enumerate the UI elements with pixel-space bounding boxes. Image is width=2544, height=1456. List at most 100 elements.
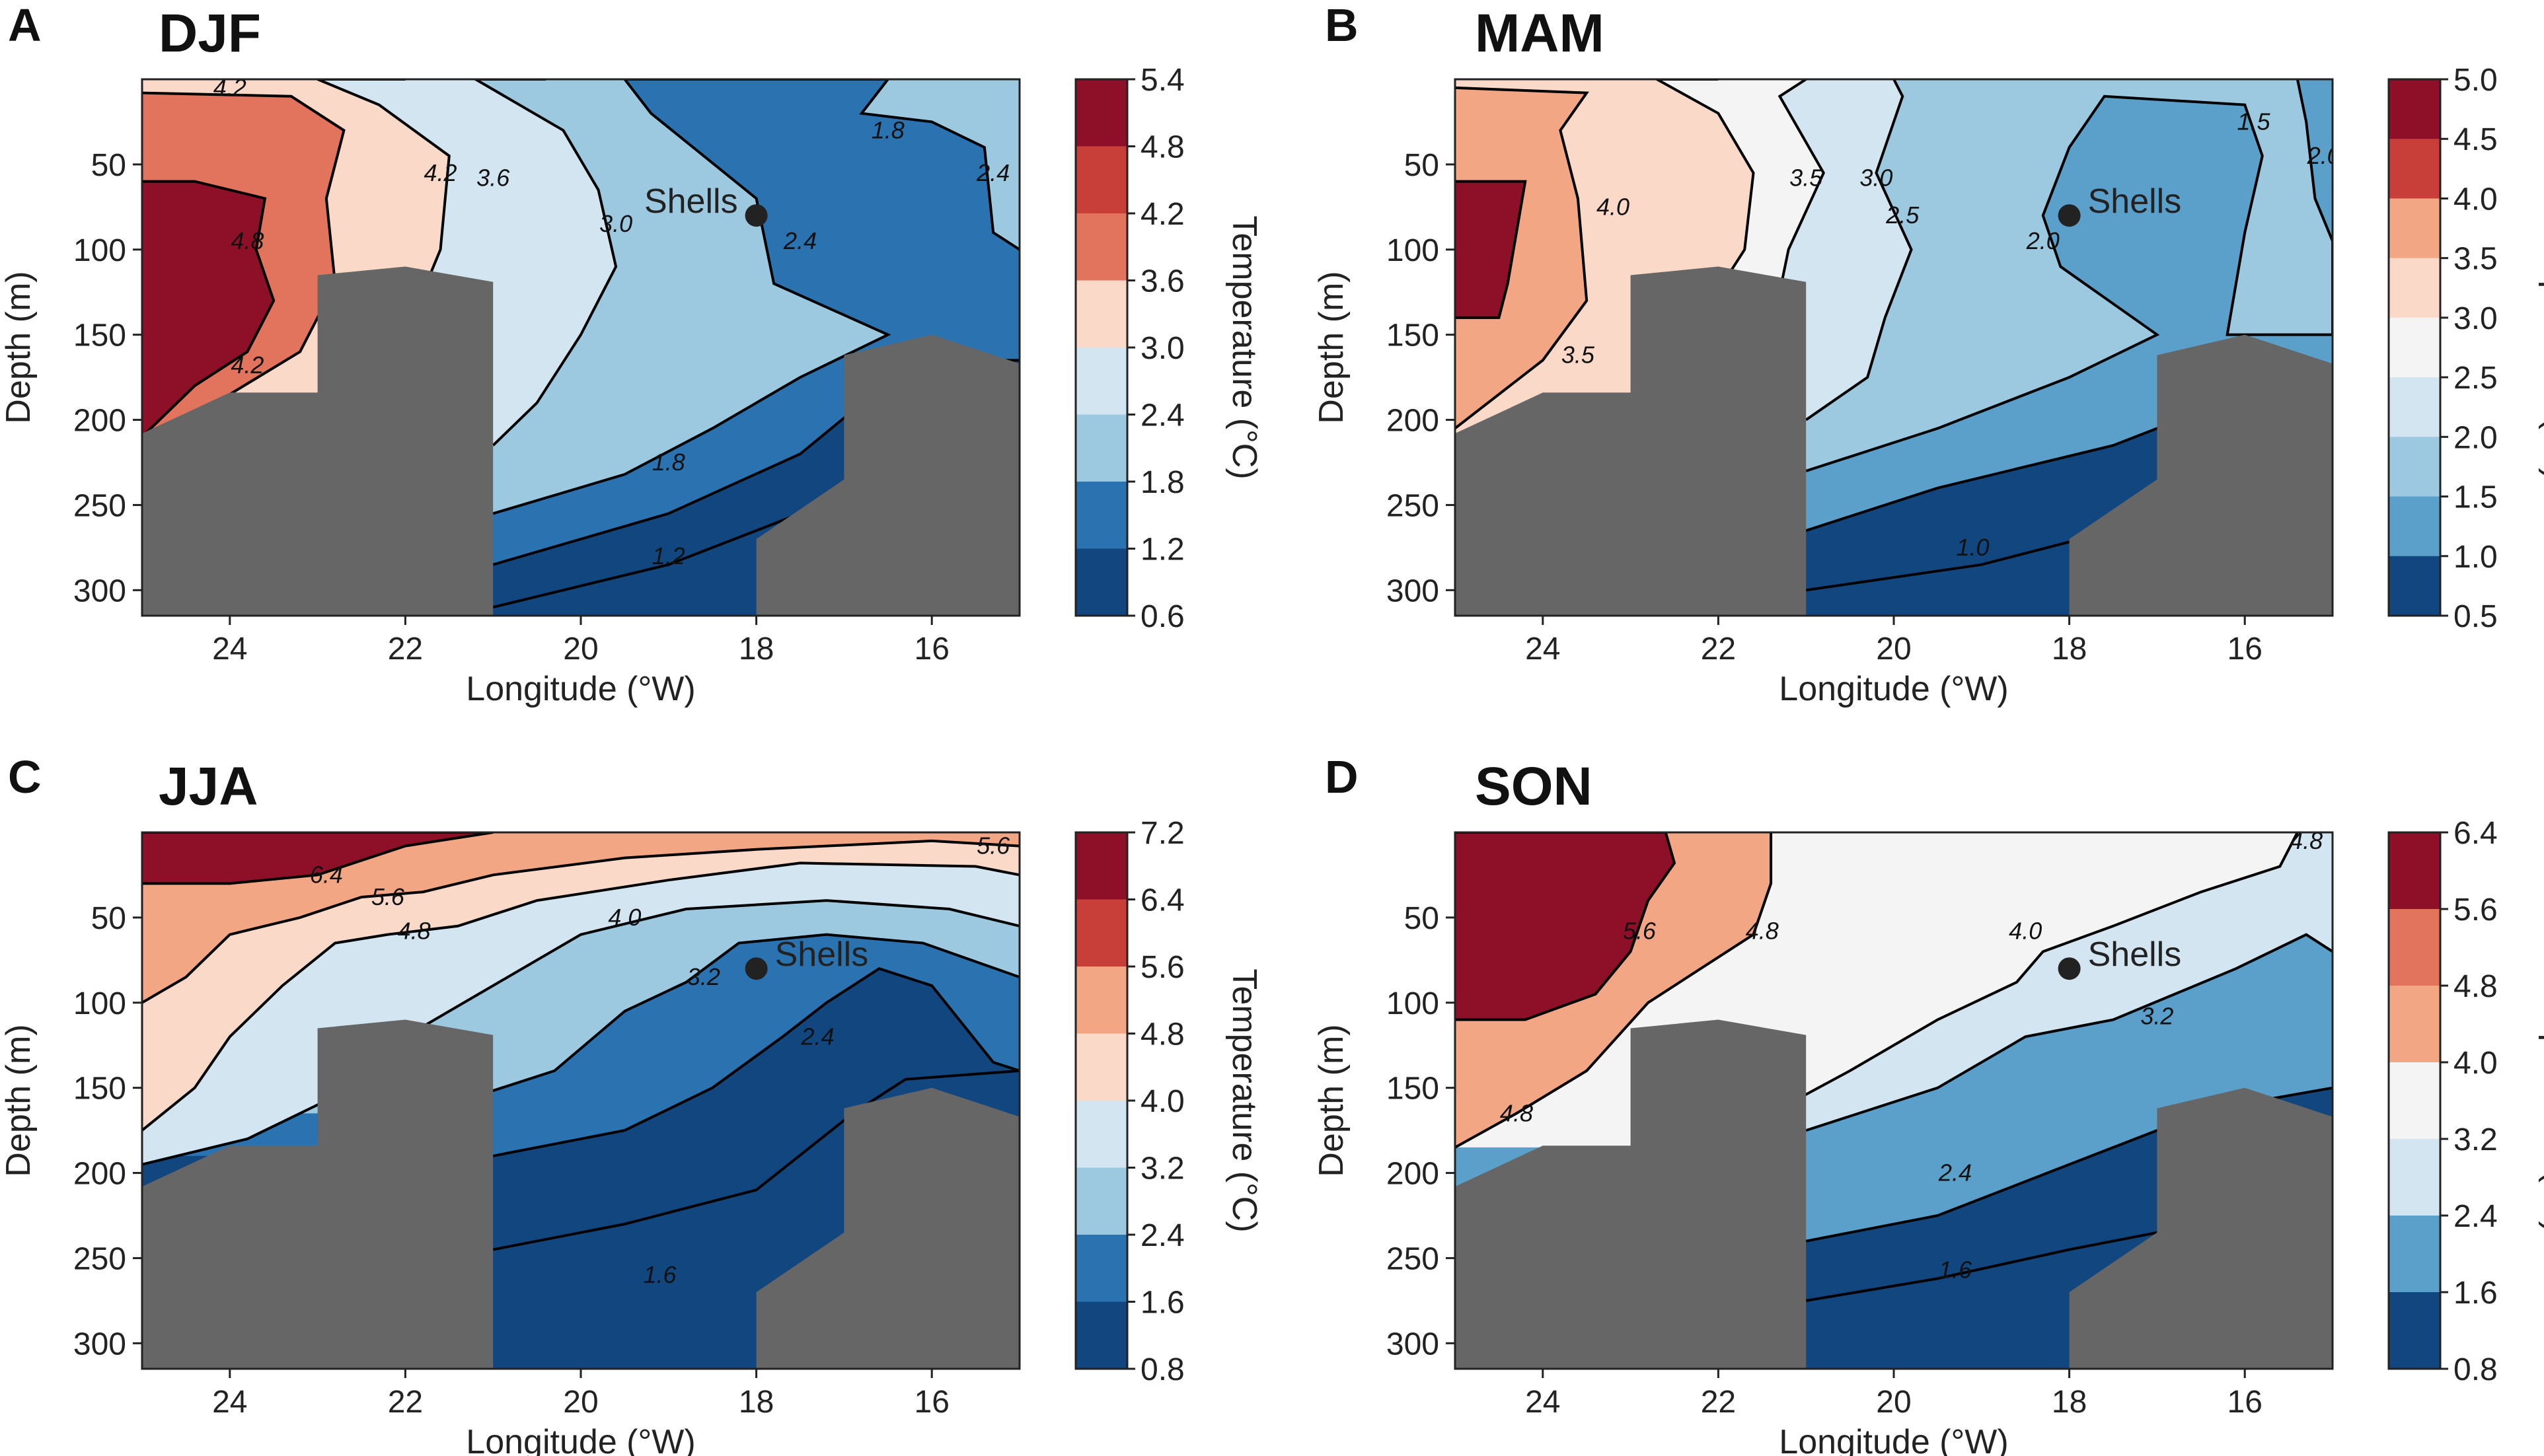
panel-letter: C: [8, 751, 42, 803]
colorbar-segment: [2389, 377, 2440, 437]
x-tick-label: 18: [2052, 632, 2087, 667]
x-axis-label: Longitude (°W): [466, 670, 695, 708]
colorbar-tick-label: 1.5: [2453, 480, 2498, 515]
y-tick-label: 50: [91, 148, 126, 183]
y-tick-label: 150: [1386, 318, 1439, 353]
bathymetry: [142, 1019, 1020, 1369]
colorbar-segment: [2389, 1292, 2440, 1369]
contour-field: 4.2 4.8 4.2 4.2 3.6 3.0 2.4 1.8 2.4 1.8 1.2: [142, 74, 1020, 616]
colorbar-label: Temperature (°C): [2538, 215, 2544, 479]
colorbar-tick-label: 0.8: [2453, 1352, 2498, 1387]
contour-line: [142, 91, 346, 439]
y-tick-label: 250: [1386, 1241, 1439, 1276]
y-tick-label: 200: [73, 1157, 126, 1192]
shells-label: Shells: [775, 935, 869, 974]
contour-label: 3.2: [687, 963, 720, 990]
contour-label: 5.6: [1623, 918, 1657, 945]
contour-label: 3.0: [599, 210, 632, 237]
y-tick-label: 100: [73, 986, 126, 1021]
contour-label: 4.8: [231, 227, 264, 254]
contour-label: 4.2: [213, 74, 246, 101]
colorbar-segment: [1076, 414, 1127, 482]
contour-line: [142, 861, 1020, 1132]
panel-letter: B: [1325, 0, 1359, 51]
shells-label: Shells: [2088, 182, 2182, 221]
colorbar-segment: [1076, 1101, 1127, 1168]
contour-band: [142, 832, 1020, 1131]
colorbar-segment: [1076, 347, 1127, 415]
colorbar-tick-label: 0.5: [2453, 599, 2498, 634]
colorbar-segment: [1076, 1235, 1127, 1302]
y-tick-label: 50: [1404, 901, 1439, 936]
contour-label: 4.8: [398, 918, 431, 945]
contour-line: [1709, 832, 2299, 1149]
y-tick-label: 200: [73, 404, 126, 439]
colorbar-segment: [2389, 986, 2440, 1063]
colorbar-segment: [1076, 482, 1127, 549]
colorbar-segment: [2389, 832, 2440, 910]
colorbar-segment: [1076, 1167, 1127, 1235]
bathymetry: [1455, 1019, 2333, 1369]
x-tick-label: 18: [739, 632, 774, 667]
x-tick-label: 20: [1876, 632, 1911, 667]
contour-label: 1.6: [643, 1261, 677, 1288]
y-tick-label: 200: [1386, 1157, 1439, 1192]
contour-line: [1805, 79, 2333, 472]
contour-label: 4.0: [2009, 918, 2042, 945]
contour-field: 5.6 4.8 4.0 4.8 3.2 4.8 2.4 1.6: [1455, 832, 2333, 1369]
contour-label: 4.0: [1596, 193, 1629, 220]
contour-label: 1.8: [652, 449, 685, 476]
y-tick-label: 300: [1386, 573, 1439, 608]
colorbar-tick-label: 4.5: [2453, 122, 2498, 157]
contour-label: 2.4: [976, 159, 1010, 186]
contour-label: 2.4: [783, 227, 817, 254]
colorbar-frame: [2387, 78, 2442, 617]
contour-label: 2.4: [801, 1023, 835, 1050]
contour-band: [1455, 79, 1587, 429]
colorbar: 0.6 1.2 1.8 2.4 3.0 3.6 4.2 4.8 5.4 Temperature (…: [1074, 63, 1263, 634]
colorbar-segment: [1076, 899, 1127, 967]
contour-label: 4.8: [1500, 1099, 1533, 1126]
contour-label: 5.6: [977, 832, 1010, 859]
contour-label: 1.2: [652, 542, 685, 569]
colorbar-tick-label: 1.6: [1141, 1286, 1185, 1321]
contour-label: 4.2: [424, 159, 457, 186]
colorbar-tick-label: 5.0: [2453, 63, 2498, 98]
shells-label: Shells: [2088, 935, 2182, 974]
x-tick-label: 16: [915, 1385, 950, 1420]
contour-label: 3.2: [2140, 1002, 2173, 1029]
colorbar-tick-label: 4.0: [2453, 182, 2498, 217]
colorbar-tick-label: 5.6: [2453, 892, 2498, 928]
contour-label: 3.6: [476, 164, 510, 192]
x-axis-label: Longitude (°W): [1779, 670, 2008, 708]
bathymetry: [1455, 266, 2333, 616]
colorbar-frame: [2387, 831, 2442, 1370]
x-tick-label: 24: [1525, 1385, 1560, 1420]
y-tick-label: 100: [1386, 233, 1439, 268]
panel-b: 4.0 3.5 3.5 3.0 2.5 2.0 1.5 2.0 1.0 Shells 24 22 20 1…: [1312, 0, 2544, 708]
x-tick-label: 22: [388, 632, 423, 667]
x-tick-label: 24: [212, 1385, 247, 1420]
x-tick-label: 20: [563, 632, 598, 667]
panel-title: DJF: [159, 3, 261, 63]
contour-line: [1455, 832, 1773, 1149]
contour-line: [492, 1069, 1020, 1251]
x-axis-label: Longitude (°W): [466, 1423, 695, 1456]
colorbar-segment: [2389, 1139, 2440, 1216]
colorbar-tick-label: 4.2: [1141, 197, 1185, 232]
colorbar-tick-label: 3.2: [1141, 1151, 1185, 1186]
colorbar-tick-label: 3.0: [2453, 301, 2498, 336]
x-tick-label: 20: [563, 1385, 598, 1420]
contour-line: [334, 933, 1020, 1115]
contour-line: [1805, 79, 1913, 421]
colorbar-tick-label: 3.0: [1141, 331, 1185, 366]
shells-marker: [745, 204, 768, 227]
contour-label: 1.8: [872, 116, 905, 143]
colorbar-tick-label: 2.4: [1141, 1218, 1185, 1253]
y-axis-label: Depth (m): [0, 271, 38, 423]
x-tick-label: 20: [1876, 1385, 1911, 1420]
y-tick-label: 300: [1386, 1327, 1439, 1362]
contour-label: 4.8: [1746, 918, 1779, 945]
panel-letter: A: [8, 0, 42, 51]
colorbar-segment: [2389, 556, 2440, 616]
